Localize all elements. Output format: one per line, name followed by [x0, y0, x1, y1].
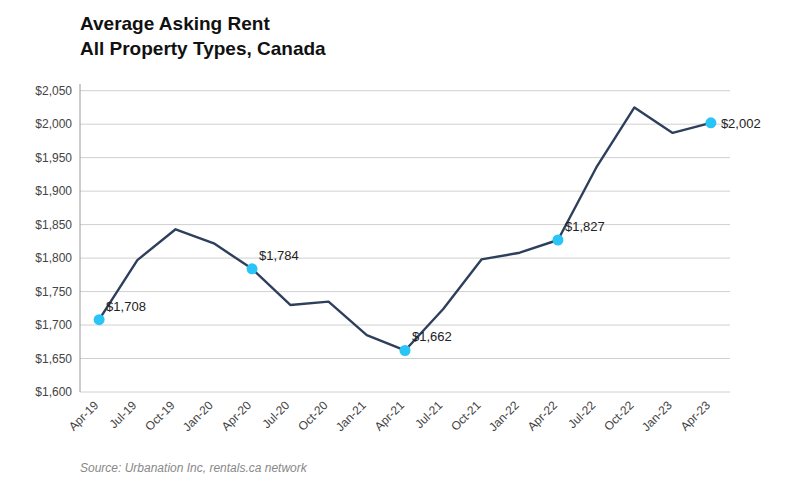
y-tick-label: $1,650	[35, 352, 72, 366]
x-tick-label: Jul-19	[106, 398, 139, 431]
y-tick-label: $1,800	[35, 251, 72, 265]
annotation: $1,784	[259, 248, 299, 263]
title: Average Asking Rent	[80, 13, 270, 34]
annotation: $2,002	[721, 116, 761, 131]
grid-line	[80, 90, 730, 91]
x-tick-label: Oct-20	[295, 398, 331, 434]
annotation: $1,708	[106, 299, 146, 314]
grid-line	[80, 358, 730, 359]
y-tick-label: $1,700	[35, 318, 72, 332]
x-tick-label: Apr-20	[219, 398, 255, 434]
x-tick-label: Jan-20	[180, 398, 216, 434]
grid-line	[80, 224, 730, 225]
x-tick-label: Jul-21	[412, 398, 445, 431]
y-axis: $1,600 $1,650 $1,700 $1,750 $1,800 $1,850 $1,9…	[35, 84, 730, 399]
x-tick-label: Apr-22	[525, 398, 561, 434]
x-tick-label: Jul-22	[565, 398, 598, 431]
y-axis-line	[80, 84, 81, 392]
highlight-point	[552, 235, 563, 246]
highlight-point	[705, 117, 716, 128]
x-tick-label: Oct-19	[142, 398, 178, 434]
x-tick-label: Jul-20	[259, 398, 292, 431]
annotation: $1,827	[565, 219, 605, 234]
x-tick-label: Jan-21	[333, 398, 369, 434]
y-tick-label: $2,050	[35, 84, 72, 98]
grid-line	[80, 392, 730, 393]
y-tick-label: $1,850	[35, 218, 72, 232]
highlight-point	[94, 314, 105, 325]
grid-line	[80, 191, 730, 192]
y-tick-label: $1,750	[35, 285, 72, 299]
x-tick-label: Apr-21	[372, 398, 408, 434]
grid-line	[80, 157, 730, 158]
grid-line	[80, 124, 730, 125]
x-tick-label: Oct-22	[601, 398, 637, 434]
x-tick-label: Jan-23	[639, 398, 675, 434]
grid-line	[80, 291, 730, 292]
y-tick-label: $2,000	[35, 117, 72, 131]
annotations: $1,708 $1,784 $1,662 $1,827 $2,002	[106, 116, 761, 345]
grid-line	[80, 325, 730, 326]
x-tick-label: Apr-23	[678, 398, 714, 434]
line	[99, 107, 711, 350]
y-tick-label: $1,900	[35, 184, 72, 198]
highlight-point	[247, 263, 258, 274]
x-axis: Apr-19Jul-19Oct-19Jan-20Apr-20Jul-20Oct-…	[66, 398, 713, 434]
y-tick-label: $1,950	[35, 151, 72, 165]
grid-line	[80, 258, 730, 259]
plot-area	[94, 107, 717, 356]
annotation: $1,662	[412, 329, 452, 344]
y-tick-label: $1,600	[35, 385, 72, 399]
chart: Average Asking Rent All Property Types, C…	[0, 0, 800, 480]
subtitle: All Property Types, Canada	[80, 38, 326, 59]
x-tick-label: Oct-21	[448, 398, 484, 434]
highlight-point	[400, 345, 411, 356]
x-tick-label: Apr-19	[66, 398, 102, 434]
x-tick-label: Jan-22	[486, 398, 522, 434]
source: Source: Urbanation Inc, rentals.ca netwo…	[80, 461, 308, 475]
